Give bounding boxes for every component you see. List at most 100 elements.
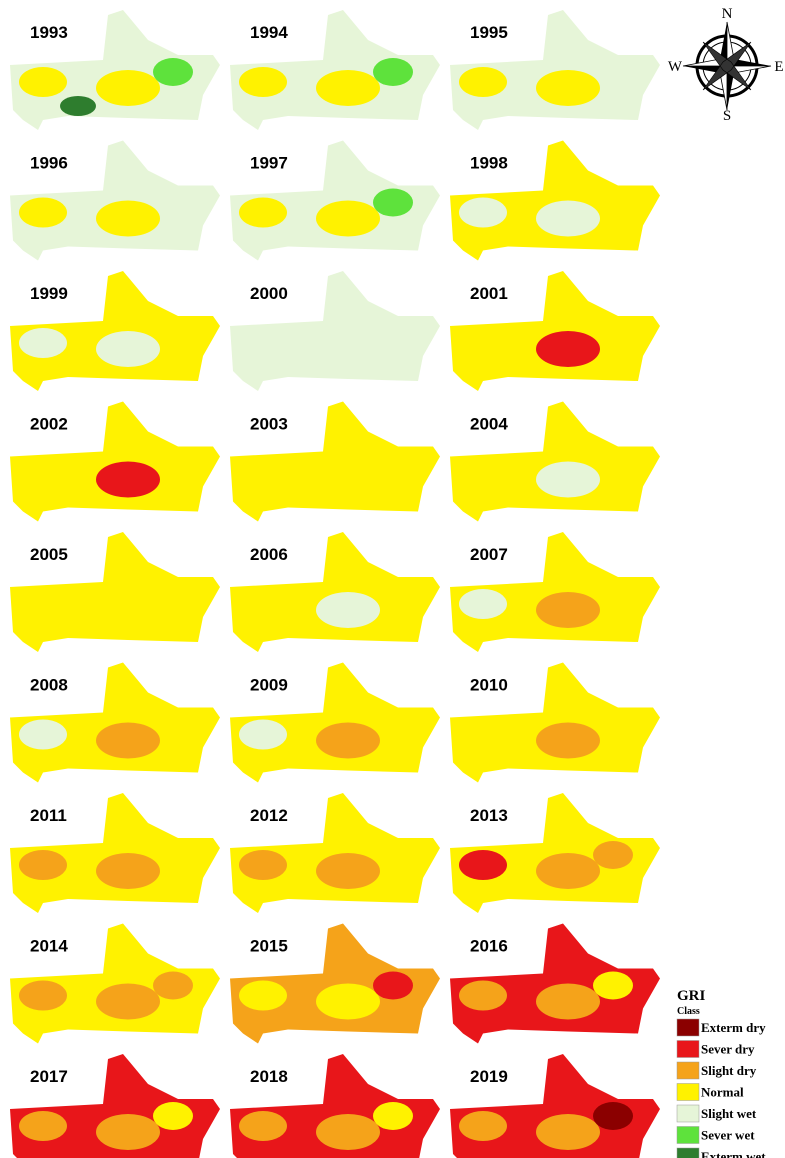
compass-e: E xyxy=(774,59,783,75)
class-patch xyxy=(19,197,67,228)
legend: GRI Class Exterm dry Sever dry Slight dry N… xyxy=(676,988,766,1158)
legend-label: Exterm dry xyxy=(701,1020,766,1035)
region xyxy=(10,793,220,913)
patches xyxy=(459,841,633,889)
class-patch xyxy=(96,983,160,1020)
map-panel: 2011 xyxy=(10,793,220,913)
map-panel: 1999 xyxy=(10,271,220,391)
year-label: 2011 xyxy=(30,806,67,825)
class-patch xyxy=(459,589,507,619)
legend-subtitle: Class xyxy=(677,1006,700,1017)
patches xyxy=(316,592,380,628)
class-patch xyxy=(373,971,413,1000)
class-patch xyxy=(96,722,160,759)
patches xyxy=(19,850,160,889)
class-patch xyxy=(96,853,160,889)
patches xyxy=(239,850,380,889)
region xyxy=(450,271,660,391)
year-label: 2009 xyxy=(250,676,288,695)
map-panel: 2017 xyxy=(10,1054,220,1158)
year-label: 2008 xyxy=(30,676,68,695)
class-patch xyxy=(536,722,600,759)
region xyxy=(230,793,440,913)
class-patch xyxy=(316,592,380,628)
region xyxy=(230,401,440,522)
map-panel: 2005 xyxy=(10,532,220,652)
map-panel: 2006 xyxy=(230,532,440,652)
class-patch xyxy=(536,592,600,628)
legend-label: Sever wet xyxy=(701,1128,755,1143)
class-patch xyxy=(19,719,67,750)
class-patch xyxy=(19,67,67,97)
legend-label: Slight dry xyxy=(701,1063,757,1078)
year-label: 1994 xyxy=(250,23,288,42)
region xyxy=(230,532,440,652)
class-patch xyxy=(153,58,193,86)
legend-swatch xyxy=(676,1061,700,1080)
class-patch xyxy=(536,461,600,498)
class-patch xyxy=(593,841,633,869)
compass-w: W xyxy=(668,59,683,75)
year-label: 2014 xyxy=(30,937,68,956)
legend-swatch xyxy=(676,1083,700,1101)
region xyxy=(10,662,220,783)
class-patch xyxy=(536,1114,600,1150)
class-patch xyxy=(316,1114,380,1150)
year-label: 1995 xyxy=(470,23,508,42)
map-panel: 1994 xyxy=(230,10,440,130)
class-patch xyxy=(316,853,380,889)
map-panel: 2007 xyxy=(450,532,660,652)
patches xyxy=(459,1102,633,1150)
class-patch xyxy=(96,70,160,106)
year-label: 1999 xyxy=(30,284,68,303)
year-label: 2005 xyxy=(30,545,68,564)
map-panel: 2014 xyxy=(10,923,220,1044)
region xyxy=(230,140,440,261)
map-panel: 2012 xyxy=(230,793,440,913)
map-panel: 2001 xyxy=(450,271,660,391)
compass: N S E W xyxy=(668,6,784,124)
year-label: 2000 xyxy=(250,284,288,303)
patches xyxy=(239,188,413,237)
patches xyxy=(459,67,600,106)
legend-title: GRI xyxy=(677,988,706,1004)
map-panel: 1997 xyxy=(230,140,440,261)
legend-swatch xyxy=(676,1126,700,1144)
class-patch xyxy=(19,1111,67,1141)
legend-label: Normal xyxy=(701,1085,744,1100)
patches xyxy=(536,461,600,498)
region xyxy=(450,532,660,652)
region xyxy=(450,140,660,261)
class-patch xyxy=(19,328,67,358)
map-panel: 2004 xyxy=(450,401,660,522)
class-patch xyxy=(239,197,287,228)
class-patch xyxy=(373,1102,413,1130)
legend-label: Exterm wet xyxy=(701,1149,766,1158)
patches xyxy=(239,719,380,759)
patches xyxy=(536,722,600,759)
patches xyxy=(459,197,600,237)
class-patch xyxy=(536,983,600,1020)
patches xyxy=(19,719,160,759)
year-label: 2013 xyxy=(470,806,508,825)
year-label: 2003 xyxy=(250,415,288,434)
region xyxy=(450,662,660,783)
patches xyxy=(19,328,160,367)
class-patch xyxy=(459,980,507,1011)
class-patch xyxy=(239,67,287,97)
class-patch xyxy=(239,850,287,880)
patches xyxy=(459,589,600,628)
map-panel: 2008 xyxy=(10,662,220,783)
year-label: 2006 xyxy=(250,545,288,564)
class-patch xyxy=(239,980,287,1011)
map-panel: 1996 xyxy=(10,140,220,261)
class-patch xyxy=(96,331,160,367)
legend-swatch xyxy=(676,1018,700,1037)
class-patch xyxy=(593,1102,633,1130)
class-patch xyxy=(316,200,380,237)
class-patch xyxy=(316,983,380,1020)
class-patch xyxy=(536,200,600,237)
compass-s: S xyxy=(723,108,731,124)
year-label: 2010 xyxy=(470,676,508,695)
region xyxy=(450,923,660,1044)
